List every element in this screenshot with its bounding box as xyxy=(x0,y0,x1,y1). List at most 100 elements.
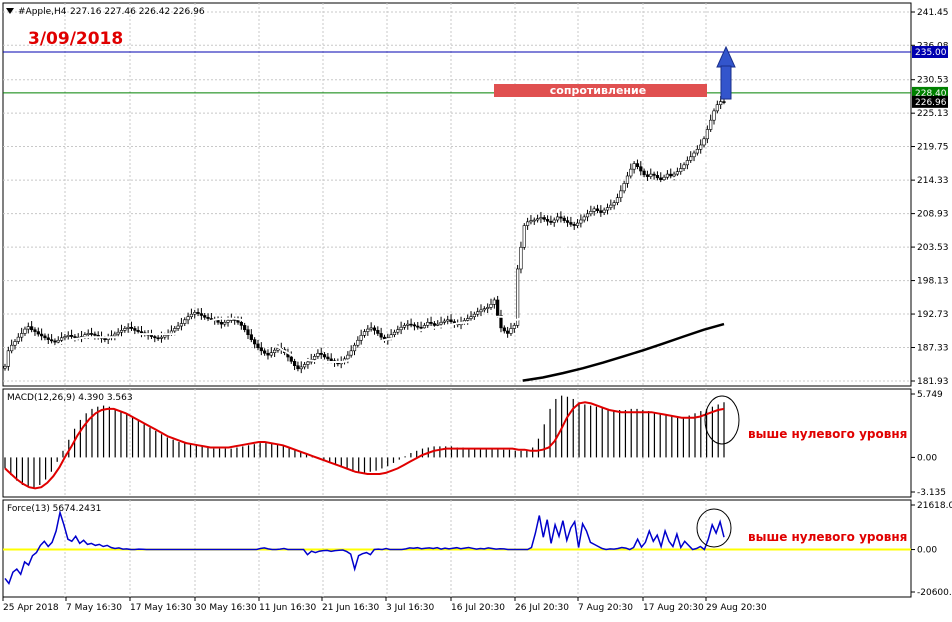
price-tag-label: 235.00 xyxy=(915,48,947,58)
price-tick-label: 198.13 xyxy=(917,277,949,287)
slow-ma-line xyxy=(522,322,725,382)
candle-body xyxy=(645,174,650,177)
candle-body xyxy=(249,334,253,340)
candle-body xyxy=(655,175,660,179)
candle-body xyxy=(239,321,243,326)
candle-body xyxy=(392,331,397,335)
candle-body xyxy=(669,173,673,177)
price-tick-label: 208.93 xyxy=(917,210,949,220)
candle-body xyxy=(642,170,646,176)
candle-body xyxy=(43,335,47,339)
candle-body xyxy=(23,328,27,334)
price-panel xyxy=(2,2,912,387)
candle-body xyxy=(472,313,476,318)
candle-body xyxy=(89,333,94,335)
resistance-box xyxy=(494,84,707,97)
candle-body xyxy=(712,110,716,121)
time-tick-label: 26 Jul 20:30 xyxy=(515,603,569,613)
candle-body xyxy=(163,335,167,338)
candle-body xyxy=(422,325,427,329)
candle-body xyxy=(542,217,546,220)
candle-body xyxy=(522,225,526,248)
candle-body xyxy=(605,207,610,211)
candle-body xyxy=(366,328,370,332)
candle-body xyxy=(173,328,177,332)
candle-body xyxy=(179,323,184,327)
candle-body xyxy=(16,336,20,342)
candle-body xyxy=(379,333,383,338)
candle-body xyxy=(263,350,267,354)
candle-body xyxy=(376,330,380,334)
candle-body xyxy=(466,318,470,321)
fast-ma-line xyxy=(4,144,725,383)
candle-body xyxy=(639,166,643,172)
candle-body xyxy=(589,211,593,215)
collapse-icon[interactable] xyxy=(6,8,14,14)
candle-body xyxy=(253,339,257,345)
candle-body xyxy=(349,350,353,356)
candle-body xyxy=(359,335,363,341)
time-tick-label: 17 May 16:30 xyxy=(130,603,192,613)
candle-body xyxy=(326,356,330,360)
candle-body xyxy=(512,325,516,329)
candle-body xyxy=(609,204,613,208)
force-title: Force(13) 5674.2431 xyxy=(7,504,101,514)
candle-body xyxy=(612,202,616,206)
candle-body xyxy=(595,208,600,211)
candle-body xyxy=(672,173,676,177)
date-label: 3/09/2018 xyxy=(28,29,123,49)
candle-body xyxy=(689,156,693,161)
macd-signal-line xyxy=(4,401,725,490)
candle-body xyxy=(59,337,64,341)
time-tick-label: 3 Jul 16:30 xyxy=(386,603,435,613)
candle-body xyxy=(259,347,263,352)
candle-body xyxy=(292,361,297,366)
candle-body xyxy=(3,366,7,369)
macd-tick-label: 0.00 xyxy=(917,453,937,463)
price-tick-label: 241.45 xyxy=(917,8,949,18)
time-tick-label: 11 Jun 16:30 xyxy=(259,603,316,613)
candle-body xyxy=(149,335,154,337)
candle-body xyxy=(406,323,410,326)
candle-body xyxy=(93,333,97,336)
resistance-label: сопротивление xyxy=(550,84,646,97)
candle-body xyxy=(562,217,566,221)
candle-body xyxy=(719,101,723,105)
candle-body xyxy=(599,210,603,213)
time-tick-label: 29 Aug 20:30 xyxy=(706,603,767,613)
candle-body xyxy=(176,325,180,329)
candle-body xyxy=(482,308,486,311)
candle-body xyxy=(519,246,523,270)
candle-body xyxy=(126,326,130,329)
candle-body xyxy=(136,330,140,332)
candle-body xyxy=(219,321,223,325)
candle-body xyxy=(199,313,203,316)
candle-body xyxy=(615,197,620,203)
candle-body xyxy=(529,220,533,223)
candle-body xyxy=(223,321,227,325)
price-tick-label: 225.13 xyxy=(917,109,949,119)
candle-body xyxy=(685,160,689,166)
candle-body xyxy=(123,328,127,331)
candle-body xyxy=(10,344,14,352)
candle-body xyxy=(635,163,640,167)
candle-body xyxy=(113,333,117,337)
candle-body xyxy=(66,335,70,337)
candle-body xyxy=(572,224,576,226)
candle-body xyxy=(489,304,493,308)
candle-body xyxy=(409,323,413,326)
candle-body xyxy=(289,356,293,362)
candle-body xyxy=(579,219,583,224)
candle-body xyxy=(216,320,220,323)
macd-title: MACD(12,26,9) 4.390 3.563 xyxy=(7,393,133,403)
candle-body xyxy=(632,163,636,170)
macd-panel xyxy=(2,388,912,498)
candle-body xyxy=(50,339,54,342)
candle-body xyxy=(549,220,553,223)
candle-body xyxy=(169,330,174,334)
candle-body xyxy=(193,312,197,315)
candle-body xyxy=(446,319,450,322)
candle-body xyxy=(705,129,709,140)
force-tick-label: 0.00 xyxy=(917,546,937,556)
